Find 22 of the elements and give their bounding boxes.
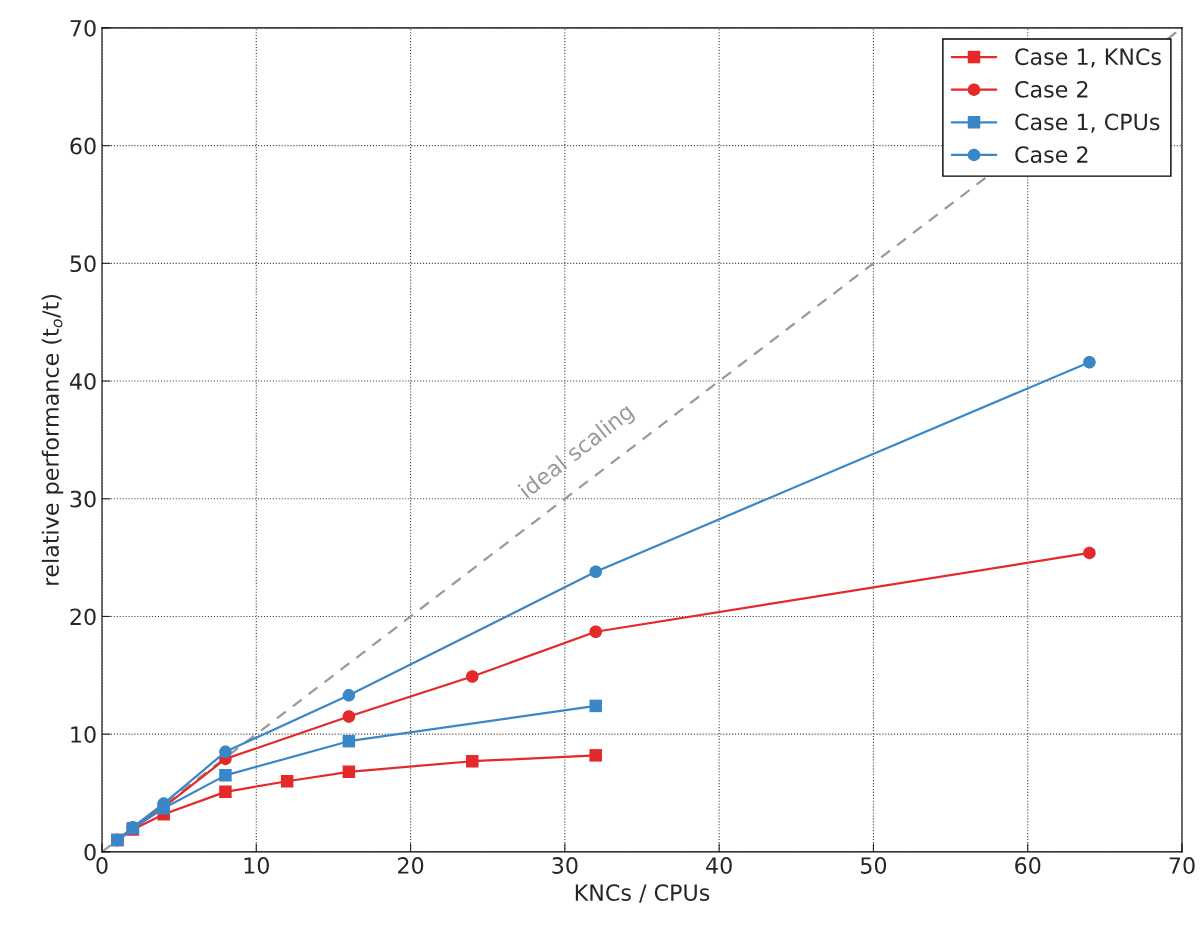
y-tick-label: 60 [70,137,96,155]
legend-label: Case 2 [1015,146,1088,163]
x-tick-label: 0 [96,857,108,874]
y-tick-label: 50 [70,255,96,273]
y-tick-label: 40 [69,372,96,390]
x-tick-label: 10 [244,857,269,874]
x-axis-title: KNCs / CPUs [575,884,710,903]
x-tick-label: 30 [552,857,578,874]
legend-label: Case 1, KNCs [1015,48,1161,68]
y-tick-label: 30 [70,490,96,508]
x-tick-label: 40 [706,857,732,874]
y-tick-label: 0 [84,843,96,861]
y-tick-label: 20 [70,608,96,626]
x-tick-label: 60 [1015,857,1041,874]
x-tick-label: 20 [398,857,424,874]
y-axis-title: relative performance (t$_{o}$/t) [41,294,64,585]
x-tick-label: 70 [1169,857,1195,874]
y-tick-label: 70 [70,19,96,37]
x-tick-label: 50 [861,857,887,874]
legend-label: Case 1, CPUs [1015,113,1160,133]
y-tick-label: 10 [71,726,96,743]
legend-label: Case 2 [1015,80,1088,98]
